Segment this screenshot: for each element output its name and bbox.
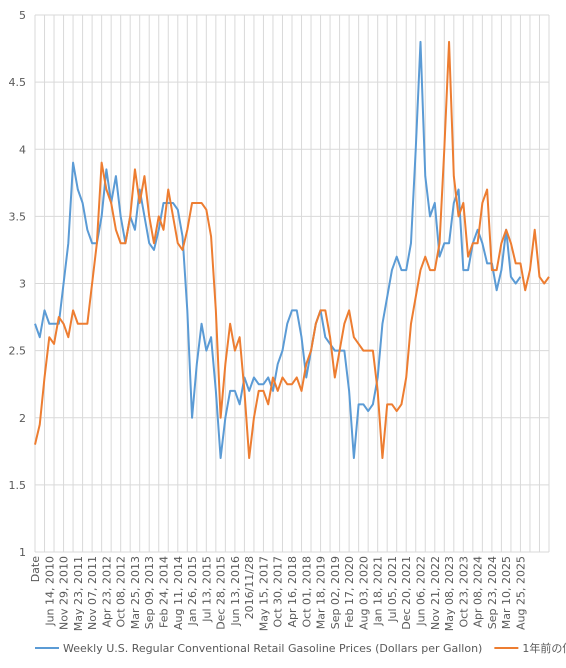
x-tick-label: Apr 23, 2012 [100,556,113,628]
legend-label: Weekly U.S. Regular Conventional Retail … [63,642,482,655]
x-tick-label: Dec 20, 2021 [400,556,413,630]
x-tick-label: Aug 03, 2020 [357,556,370,630]
x-tick-label: Feb 24, 2014 [158,556,171,628]
x-tick-label: Mar 25, 2013 [129,556,142,629]
x-tick-label: Aug 25, 2025 [514,556,527,630]
x-tick-label: Feb 17, 2020 [343,556,356,628]
x-tick-label: Nov 29, 2010 [58,556,71,630]
x-tick-label: May 08, 2023 [443,556,456,631]
x-tick-label: Jun 06, 2022 [415,556,428,627]
x-tick-label: Mar 10, 2025 [500,556,513,629]
x-tick-label: Sep 09, 2013 [143,556,156,629]
x-tick-label: Mar 18, 2019 [315,556,328,629]
x-tick-label: Jul 13, 2015 [200,556,213,623]
y-tick-label: 5 [19,9,26,22]
x-tick-label: Sep 23, 2024 [486,556,499,629]
y-tick-label: 4 [19,143,26,156]
x-tick-label: Oct 23, 2023 [457,556,470,628]
x-tick-label: Oct 08, 2012 [115,556,128,628]
x-tick-label: Jun 13, 2016 [229,556,242,627]
series-line [34,40,522,460]
y-tick-label: 4.5 [9,76,27,89]
legend-label: 1年前の価格 [522,641,566,655]
x-tick-label: 2016/11/28 [243,556,256,619]
y-tick-label: 1 [19,546,26,559]
x-tick-label: Sep 02, 2019 [329,556,342,629]
x-tick-label: Oct 01, 2018 [300,556,313,628]
x-tick-label: Oct 30, 2017 [272,556,285,628]
y-tick-label: 3.5 [9,210,27,223]
x-tick-label: Nov 07, 2011 [86,556,99,630]
y-tick-label: 3 [19,278,26,291]
x-tick-label: Jun 14, 2010 [43,556,56,627]
x-tick-label: Nov 21, 2022 [429,556,442,630]
x-tick-label: May 23, 2011 [72,556,85,631]
x-tick-label: Date [29,556,42,583]
y-tick-label: 2 [19,412,26,425]
x-tick-label: Apr 16, 2018 [286,556,299,628]
x-tick-label: Jan 26, 2015 [186,556,199,626]
x-tick-label: Jul 05, 2021 [386,556,399,623]
x-tick-label: Dec 28, 2015 [215,556,228,630]
y-tick-label: 2.5 [9,345,27,358]
x-tick-label: Jan 18, 2021 [372,556,385,626]
x-tick-label: May 15, 2017 [257,556,270,631]
x-tick-label: Aug 11, 2014 [172,556,185,630]
series-line [34,40,550,460]
y-tick-label: 1.5 [9,479,27,492]
x-tick-label: Apr 08, 2024 [472,556,485,628]
